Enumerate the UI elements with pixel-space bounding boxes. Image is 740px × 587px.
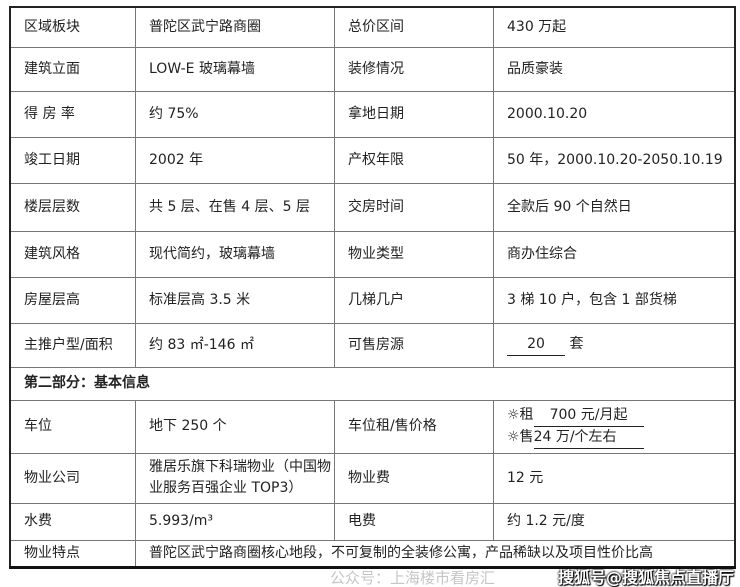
value-cell: LOW-E 玻璃幕墙 — [135, 46, 335, 92]
value-cell: 约 83 ㎡-146 ㎡ — [135, 322, 335, 368]
value-cell: 地下 250 个 — [135, 399, 335, 454]
table-row: 建筑立面 LOW-E 玻璃幕墙 装修情况 品质豪装 — [9, 46, 736, 92]
sohu-watermark: 搜狐号@搜狐焦点直播厅 — [557, 568, 734, 587]
value-cell: 全款后 90 个自然日 — [493, 182, 736, 232]
label-cell: 房屋层高 — [9, 276, 136, 324]
value-cell: 约 1.2 元/度 — [493, 502, 736, 541]
value-cell: 共 5 层、在售 4 层、5 层 — [135, 182, 335, 232]
value-cell: 50 年，2000.10.20-2050.10.19 — [493, 136, 736, 184]
value-cell: 品质豪装 — [493, 46, 736, 92]
label-cell: 物业类型 — [334, 230, 494, 278]
label-cell: 水费 — [9, 502, 136, 541]
table-row: 车位 地下 250 个车位租/售价格 ☼租 700 元/月起 ☼售24 万/个左右 — [9, 399, 736, 454]
label-cell: 拿地日期 — [334, 90, 494, 138]
value-cell: 普陀区武宁路商圈 — [135, 6, 335, 48]
table-row: 物业公司 雅居乐旗下科瑞物业（中国物业服务百强企业 TOP3） 物业费 12 元 — [9, 452, 736, 504]
label-cell: 车位 — [9, 399, 136, 454]
table-row: 楼层层数共 5 层、在售 4 层、5 层交房时间 全款后 90 个自然日 — [9, 182, 736, 232]
value-cell: 现代简约，玻璃幕墙 — [135, 230, 335, 278]
label-cell: 物业公司 — [9, 452, 136, 504]
label-cell: 物业费 — [334, 452, 494, 504]
section-header: 第二部分：基本信息 — [9, 366, 736, 401]
label-cell: 建筑立面 — [9, 46, 136, 92]
label-cell: 得 房 率 — [9, 90, 136, 138]
value-cell: 2002 年 — [135, 136, 335, 184]
value-cell: 雅居乐旗下科瑞物业（中国物业服务百强企业 TOP3） — [135, 452, 335, 504]
section-title: 第二部分：基本信息 — [9, 366, 736, 401]
label-cell: 车位租/售价格 — [334, 399, 494, 454]
value-cell: 2000.10.20 — [493, 90, 736, 138]
value-cell: 3 梯 10 户，包含 1 部货梯 — [493, 276, 736, 324]
value-cell: 5.993/m³ — [135, 502, 335, 541]
rent-prefix: ☼租 — [507, 406, 534, 423]
label-cell: 区域板块 — [9, 6, 136, 48]
available-unit: 套 — [569, 336, 584, 352]
label-cell: 可售房源 — [334, 322, 494, 368]
label-cell: 几梯几户 — [334, 276, 494, 324]
label-cell: 建筑风格 — [9, 230, 136, 278]
table-row: 区域板块 普陀区武宁路商圈 总价区间 430 万起 — [9, 6, 736, 48]
label-cell: 竣工日期 — [9, 136, 136, 184]
table-row: 建筑风格 现代简约，玻璃幕墙 物业类型 商办住综合 — [9, 230, 736, 278]
table-row: 水费 5.993/m³ 电费约 1.2 元/度 — [9, 502, 736, 541]
value-cell: 标准层高 3.5 米 — [135, 276, 335, 324]
label-cell: 交房时间 — [334, 182, 494, 232]
table-row: 竣工日期 2002 年产权年限 50 年，2000.10.20-2050.10.19 — [9, 136, 736, 184]
label-cell: 楼层层数 — [9, 182, 136, 232]
property-info-table: 区域板块 普陀区武宁路商圈 总价区间 430 万起 建筑立面 LOW-E 玻璃幕墙 装修情况… — [9, 6, 736, 569]
value-cell: 普陀区武宁路商圈核心地段，不可复制的全装修公寓，产品稀缺以及项目性价比高 — [135, 539, 736, 568]
table-row: 房屋层高 标准层高 3.5 米几梯几户 3 梯 10 户，包含 1 部货梯 — [9, 276, 736, 324]
value-cell: 约 75% — [135, 90, 335, 138]
value-cell: 12 元 — [493, 452, 736, 504]
table-row: 物业特点 普陀区武宁路商圈核心地段，不可复制的全装修公寓，产品稀缺以及项目性价比高 — [9, 539, 736, 568]
available-count: 20 — [507, 334, 565, 356]
value-cell: 20 套 — [493, 322, 736, 368]
value-cell: 430 万起 — [493, 6, 736, 48]
label-cell: 主推户型/面积 — [9, 322, 136, 368]
value-cell: ☼租 700 元/月起 ☼售24 万/个左右 — [493, 399, 736, 454]
label-cell: 总价区间 — [334, 6, 494, 48]
rent-price: 700 元/月起 — [533, 405, 644, 427]
sale-prefix: ☼售 — [507, 428, 534, 445]
label-cell: 装修情况 — [334, 46, 494, 92]
label-cell: 产权年限 — [334, 136, 494, 184]
value-cell: 商办住综合 — [493, 230, 736, 278]
table-row: 得 房 率约 75% 拿地日期 2000.10.20 — [9, 90, 736, 138]
sale-price: 24 万/个左右 — [533, 427, 644, 449]
label-cell: 物业特点 — [9, 539, 136, 568]
wechat-watermark: 公众号：上海楼市看房汇 — [330, 569, 496, 587]
label-cell: 电费 — [334, 502, 494, 541]
